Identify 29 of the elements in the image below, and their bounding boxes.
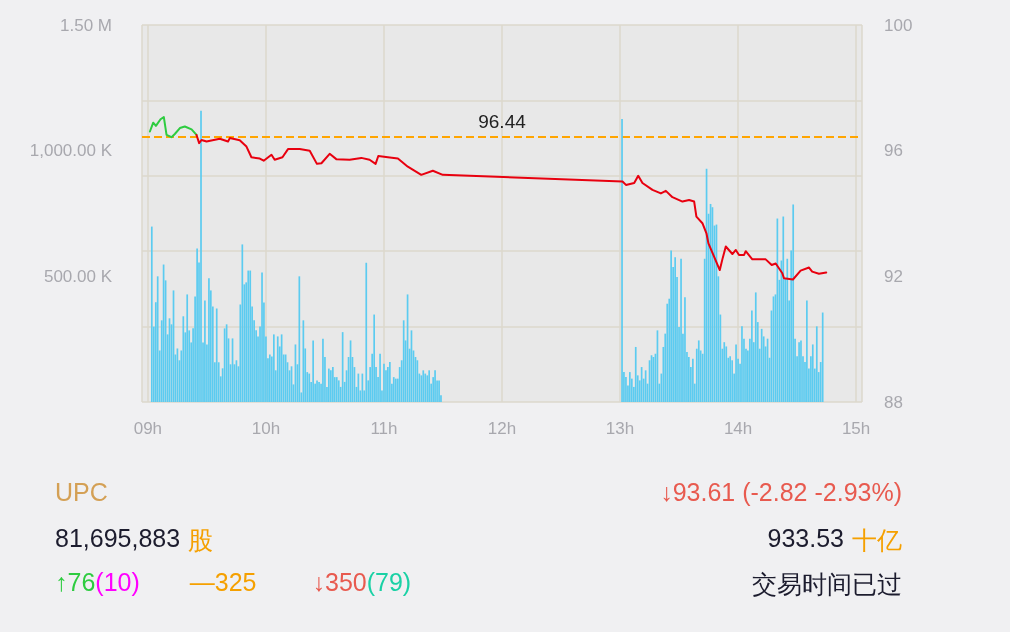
y-tick-label: 1,000.00 K <box>29 141 113 161</box>
x-tick-label: 12h <box>487 419 517 438</box>
x-tick-label: 13h <box>605 419 635 438</box>
x-tick-label: 09h <box>133 419 163 438</box>
text: ↓93.61 (-2.82 -2.93%) <box>660 478 902 507</box>
x-tick-label: 10h <box>251 419 281 438</box>
text: 交易时间已过 <box>752 569 902 600</box>
text: (79) <box>366 568 412 597</box>
line-series <box>148 116 198 139</box>
y2-tick-label: 92 <box>884 266 903 286</box>
x-tick-label: 14h <box>723 419 753 438</box>
text: 十亿 <box>852 525 902 556</box>
ref-line-label: 96.44 <box>478 110 527 132</box>
y2-tick-label: 96 <box>884 141 903 161</box>
text: 933.53 <box>767 524 844 554</box>
text: (10) <box>95 568 140 597</box>
y2-tick-label: 100 <box>884 15 913 35</box>
y-tick-label: 500.00 K <box>43 266 113 286</box>
text: —325 <box>189 568 257 597</box>
text: ↑76 <box>55 568 96 597</box>
text: ↓350 <box>312 568 367 597</box>
y-tick-label: 1.50 M <box>60 15 112 35</box>
text: 81,695,883 <box>55 524 181 554</box>
x-tick-label: 11h <box>370 419 398 438</box>
y2-tick-label: 88 <box>884 392 903 412</box>
x-tick-label: 15h <box>841 419 871 438</box>
text: UPC <box>55 478 108 507</box>
text: 股 <box>188 525 214 556</box>
line-series <box>195 133 828 281</box>
